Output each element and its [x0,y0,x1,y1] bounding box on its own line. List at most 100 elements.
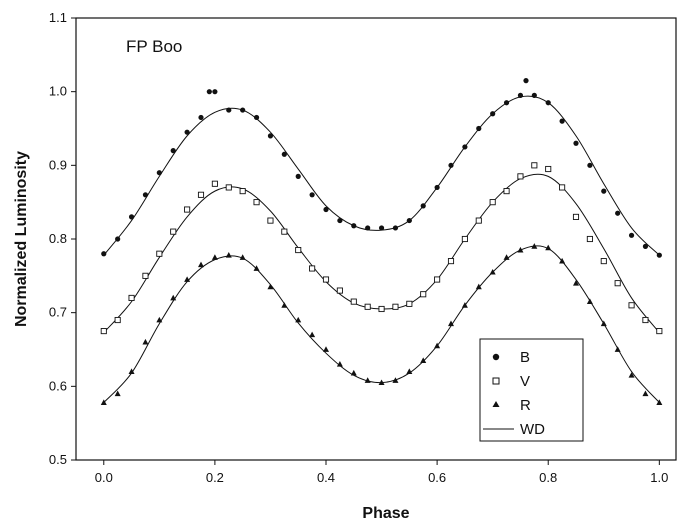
data-point-b [503,100,510,106]
data-point-b [337,217,343,224]
data-point-r [517,246,524,253]
data-point-v [656,328,663,335]
x-tick-label: 0.6 [428,470,446,485]
x-tick-label: 0.4 [317,470,335,485]
data-point-v [628,302,635,309]
y-tick-label: 1.1 [49,10,67,25]
data-point-r [128,368,135,374]
data-point-v [100,328,107,335]
data-point-r [309,331,316,338]
data-point-v [586,235,593,243]
data-point-b [206,89,212,95]
data-point-b [642,243,649,249]
y-tick-label: 0.6 [49,378,67,393]
data-point-b [351,223,357,229]
data-point-b [128,214,135,220]
data-point-b [309,192,315,198]
data-point-r [628,372,635,378]
data-point-v [614,280,621,287]
data-point-b [420,203,426,209]
data-point-v [197,191,205,198]
x-axis-title: Phase [362,505,409,522]
data-point-b [115,236,121,242]
data-point-r [184,276,191,282]
data-point-b [545,100,551,106]
data-point-r [475,283,482,290]
data-point-v [211,180,218,187]
data-point-b [462,144,468,150]
data-point-b [295,173,301,179]
data-point-b [226,107,232,113]
legend: B V R WD [479,338,584,442]
data-point-r [142,338,149,345]
y-axis-title: Normalized Luminosity [13,151,30,327]
legend-label-v: V [520,373,530,390]
data-point-r [239,254,246,260]
data-point-v [434,276,441,283]
data-point-r [461,302,468,308]
data-point-v [600,258,607,265]
data-point-v [517,173,524,180]
data-point-r [656,399,663,405]
data-point-b [615,210,621,216]
y-tick-label: 0.5 [49,452,67,467]
x-tick-label: 0.0 [95,470,113,485]
data-point-b [448,162,454,168]
data-point-r [531,243,538,249]
legend-marker-b [492,353,500,361]
data-point-r [114,390,121,397]
wd-model-curve-b [103,95,660,256]
data-point-b [434,184,440,191]
data-point-r [323,346,329,352]
data-point-v [128,294,135,301]
data-point-r [420,357,427,363]
data-point-v [295,246,302,254]
data-point-v [447,258,455,265]
data-point-r [100,399,107,405]
data-point-v [642,316,649,324]
legend-label-b: B [520,349,530,366]
data-point-v [267,217,274,224]
data-point-b [253,114,260,121]
data-point-r [434,342,441,349]
data-point-r [559,257,566,264]
data-point-r [642,390,649,397]
data-point-b [281,151,287,157]
data-point-r [253,265,260,271]
data-point-v [253,199,260,206]
data-point-b [198,114,204,121]
data-point-v [309,265,316,272]
data-point-b [323,206,329,213]
data-point-v [142,272,149,279]
data-point-r [586,298,593,305]
data-point-b [170,148,176,154]
data-point-v [406,300,413,307]
data-point-r [545,244,552,251]
data-point-v [364,303,371,310]
data-point-r [350,369,357,376]
data-point-r [573,280,579,286]
data-point-b [628,232,635,238]
data-point-b [573,140,579,146]
x-tick-label: 1.0 [650,470,668,485]
data-point-r [392,377,399,383]
data-point-r [364,377,371,383]
data-point-b [476,125,482,132]
data-point-b [406,217,412,224]
data-point-r [503,254,510,260]
data-point-b [601,188,607,194]
data-points [100,78,663,405]
y-tick-label: 1.0 [49,84,67,99]
data-point-v [503,188,510,195]
data-point-r [156,316,163,323]
data-point-r [489,268,496,275]
data-point-b [587,162,593,168]
data-point-b [531,92,537,98]
data-point-b [490,111,496,117]
plot-frame [75,17,677,461]
data-point-r [378,379,385,386]
data-point-b [517,92,524,98]
data-point-v [378,305,385,313]
data-point-b [378,225,385,231]
